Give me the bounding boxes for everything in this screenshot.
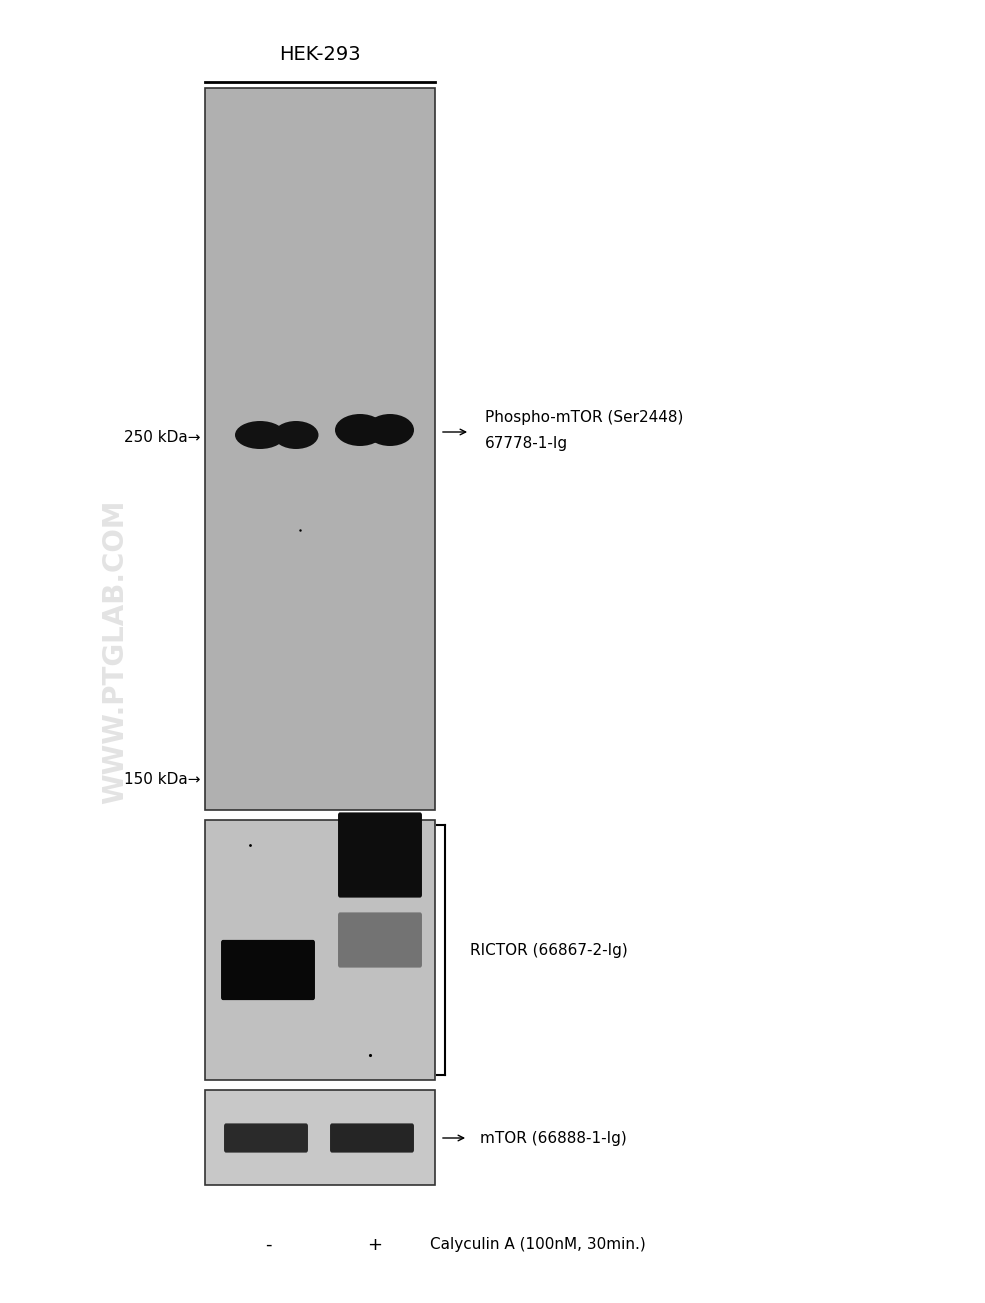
Text: -: - [265, 1237, 271, 1253]
Text: HEK-293: HEK-293 [279, 46, 361, 65]
Text: 250 kDa→: 250 kDa→ [123, 430, 200, 446]
Ellipse shape [235, 421, 285, 450]
Bar [205, 820, 435, 1080]
Ellipse shape [274, 421, 318, 450]
Bar [205, 1091, 435, 1184]
Ellipse shape [335, 414, 385, 446]
FancyBboxPatch shape [224, 1123, 308, 1153]
FancyBboxPatch shape [338, 812, 422, 898]
Bar [367, 420, 383, 440]
Text: +: + [367, 1237, 382, 1253]
Bar [268, 426, 288, 444]
Ellipse shape [366, 414, 414, 446]
Text: Phospho-mTOR (Ser2448): Phospho-mTOR (Ser2448) [485, 410, 684, 426]
Bar [205, 89, 435, 810]
Text: RICTOR (66867-2-Ig): RICTOR (66867-2-Ig) [470, 942, 627, 958]
FancyBboxPatch shape [221, 939, 315, 1001]
Text: mTOR (66888-1-Ig): mTOR (66888-1-Ig) [480, 1131, 626, 1145]
Text: WWW.PTGLAB.COM: WWW.PTGLAB.COM [101, 499, 129, 804]
FancyBboxPatch shape [330, 1123, 414, 1153]
Text: Calyculin A (100nM, 30min.): Calyculin A (100nM, 30min.) [430, 1238, 646, 1252]
Text: 150 kDa→: 150 kDa→ [123, 773, 200, 787]
FancyBboxPatch shape [338, 912, 422, 968]
Text: 67778-1-Ig: 67778-1-Ig [485, 437, 568, 452]
